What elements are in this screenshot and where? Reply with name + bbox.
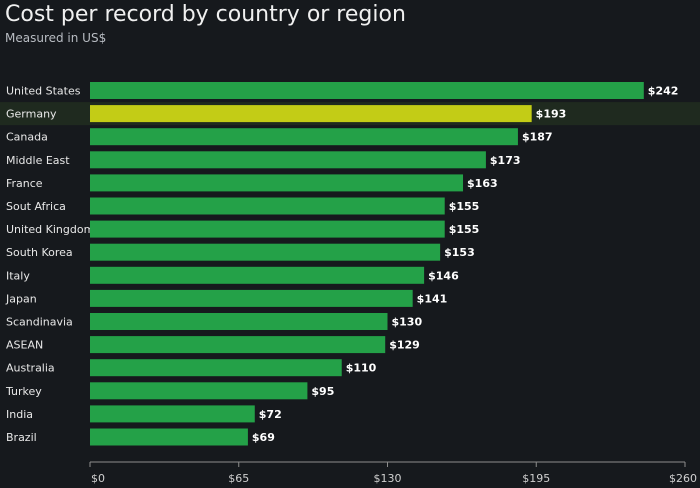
value-label: $95 xyxy=(311,385,334,398)
category-label: Scandinavia xyxy=(6,316,73,329)
bar xyxy=(90,359,342,377)
value-label: $146 xyxy=(428,269,459,282)
chart-subtitle: Measured in US$ xyxy=(5,31,107,45)
category-label: ASEAN xyxy=(6,339,43,352)
category-label: Sout Africa xyxy=(6,200,66,213)
chart-title: Cost per record by country or region xyxy=(5,2,406,27)
bar xyxy=(90,266,425,284)
value-label: $130 xyxy=(392,316,423,329)
bar xyxy=(90,105,532,123)
x-tick-label: $260 xyxy=(669,472,697,485)
category-label: Brazil xyxy=(6,431,37,444)
value-label: $155 xyxy=(449,200,480,213)
value-label: $153 xyxy=(444,246,475,259)
value-label: $110 xyxy=(346,362,377,375)
bar xyxy=(90,151,486,169)
bar xyxy=(90,313,388,330)
category-label: India xyxy=(6,408,33,421)
category-label: South Korea xyxy=(6,246,73,259)
category-label: Germany xyxy=(6,108,57,121)
value-label: $163 xyxy=(467,177,498,190)
value-label: $193 xyxy=(536,108,567,121)
value-label: $72 xyxy=(259,408,282,421)
bar xyxy=(90,243,441,261)
value-label: $187 xyxy=(522,131,553,144)
x-tick-label: $0 xyxy=(91,472,105,485)
bar xyxy=(90,128,518,146)
value-label: $129 xyxy=(389,339,420,352)
value-label: $242 xyxy=(648,85,679,98)
x-tick-label: $195 xyxy=(522,472,550,485)
bar xyxy=(90,336,386,354)
bar xyxy=(90,82,644,99)
bar xyxy=(90,174,464,192)
value-label: $173 xyxy=(490,154,521,167)
category-label: United States xyxy=(6,85,81,98)
category-label: Middle East xyxy=(6,154,70,167)
x-tick-label: $65 xyxy=(228,472,249,485)
value-label: $155 xyxy=(449,223,480,236)
category-label: France xyxy=(6,177,43,190)
category-label: Turkey xyxy=(5,385,42,398)
bar xyxy=(90,289,413,307)
category-label: Australia xyxy=(6,362,55,375)
category-label: Japan xyxy=(5,292,37,305)
value-label: $69 xyxy=(252,431,275,444)
bar xyxy=(90,220,445,238)
value-label: $141 xyxy=(417,292,448,305)
category-label: Italy xyxy=(6,269,30,282)
bar xyxy=(90,428,248,446)
category-label: United Kingdom xyxy=(6,223,94,236)
bar xyxy=(90,382,308,400)
category-label: Canada xyxy=(6,131,48,144)
x-tick-label: $130 xyxy=(374,472,402,485)
bar xyxy=(90,405,255,423)
bar xyxy=(90,197,445,215)
